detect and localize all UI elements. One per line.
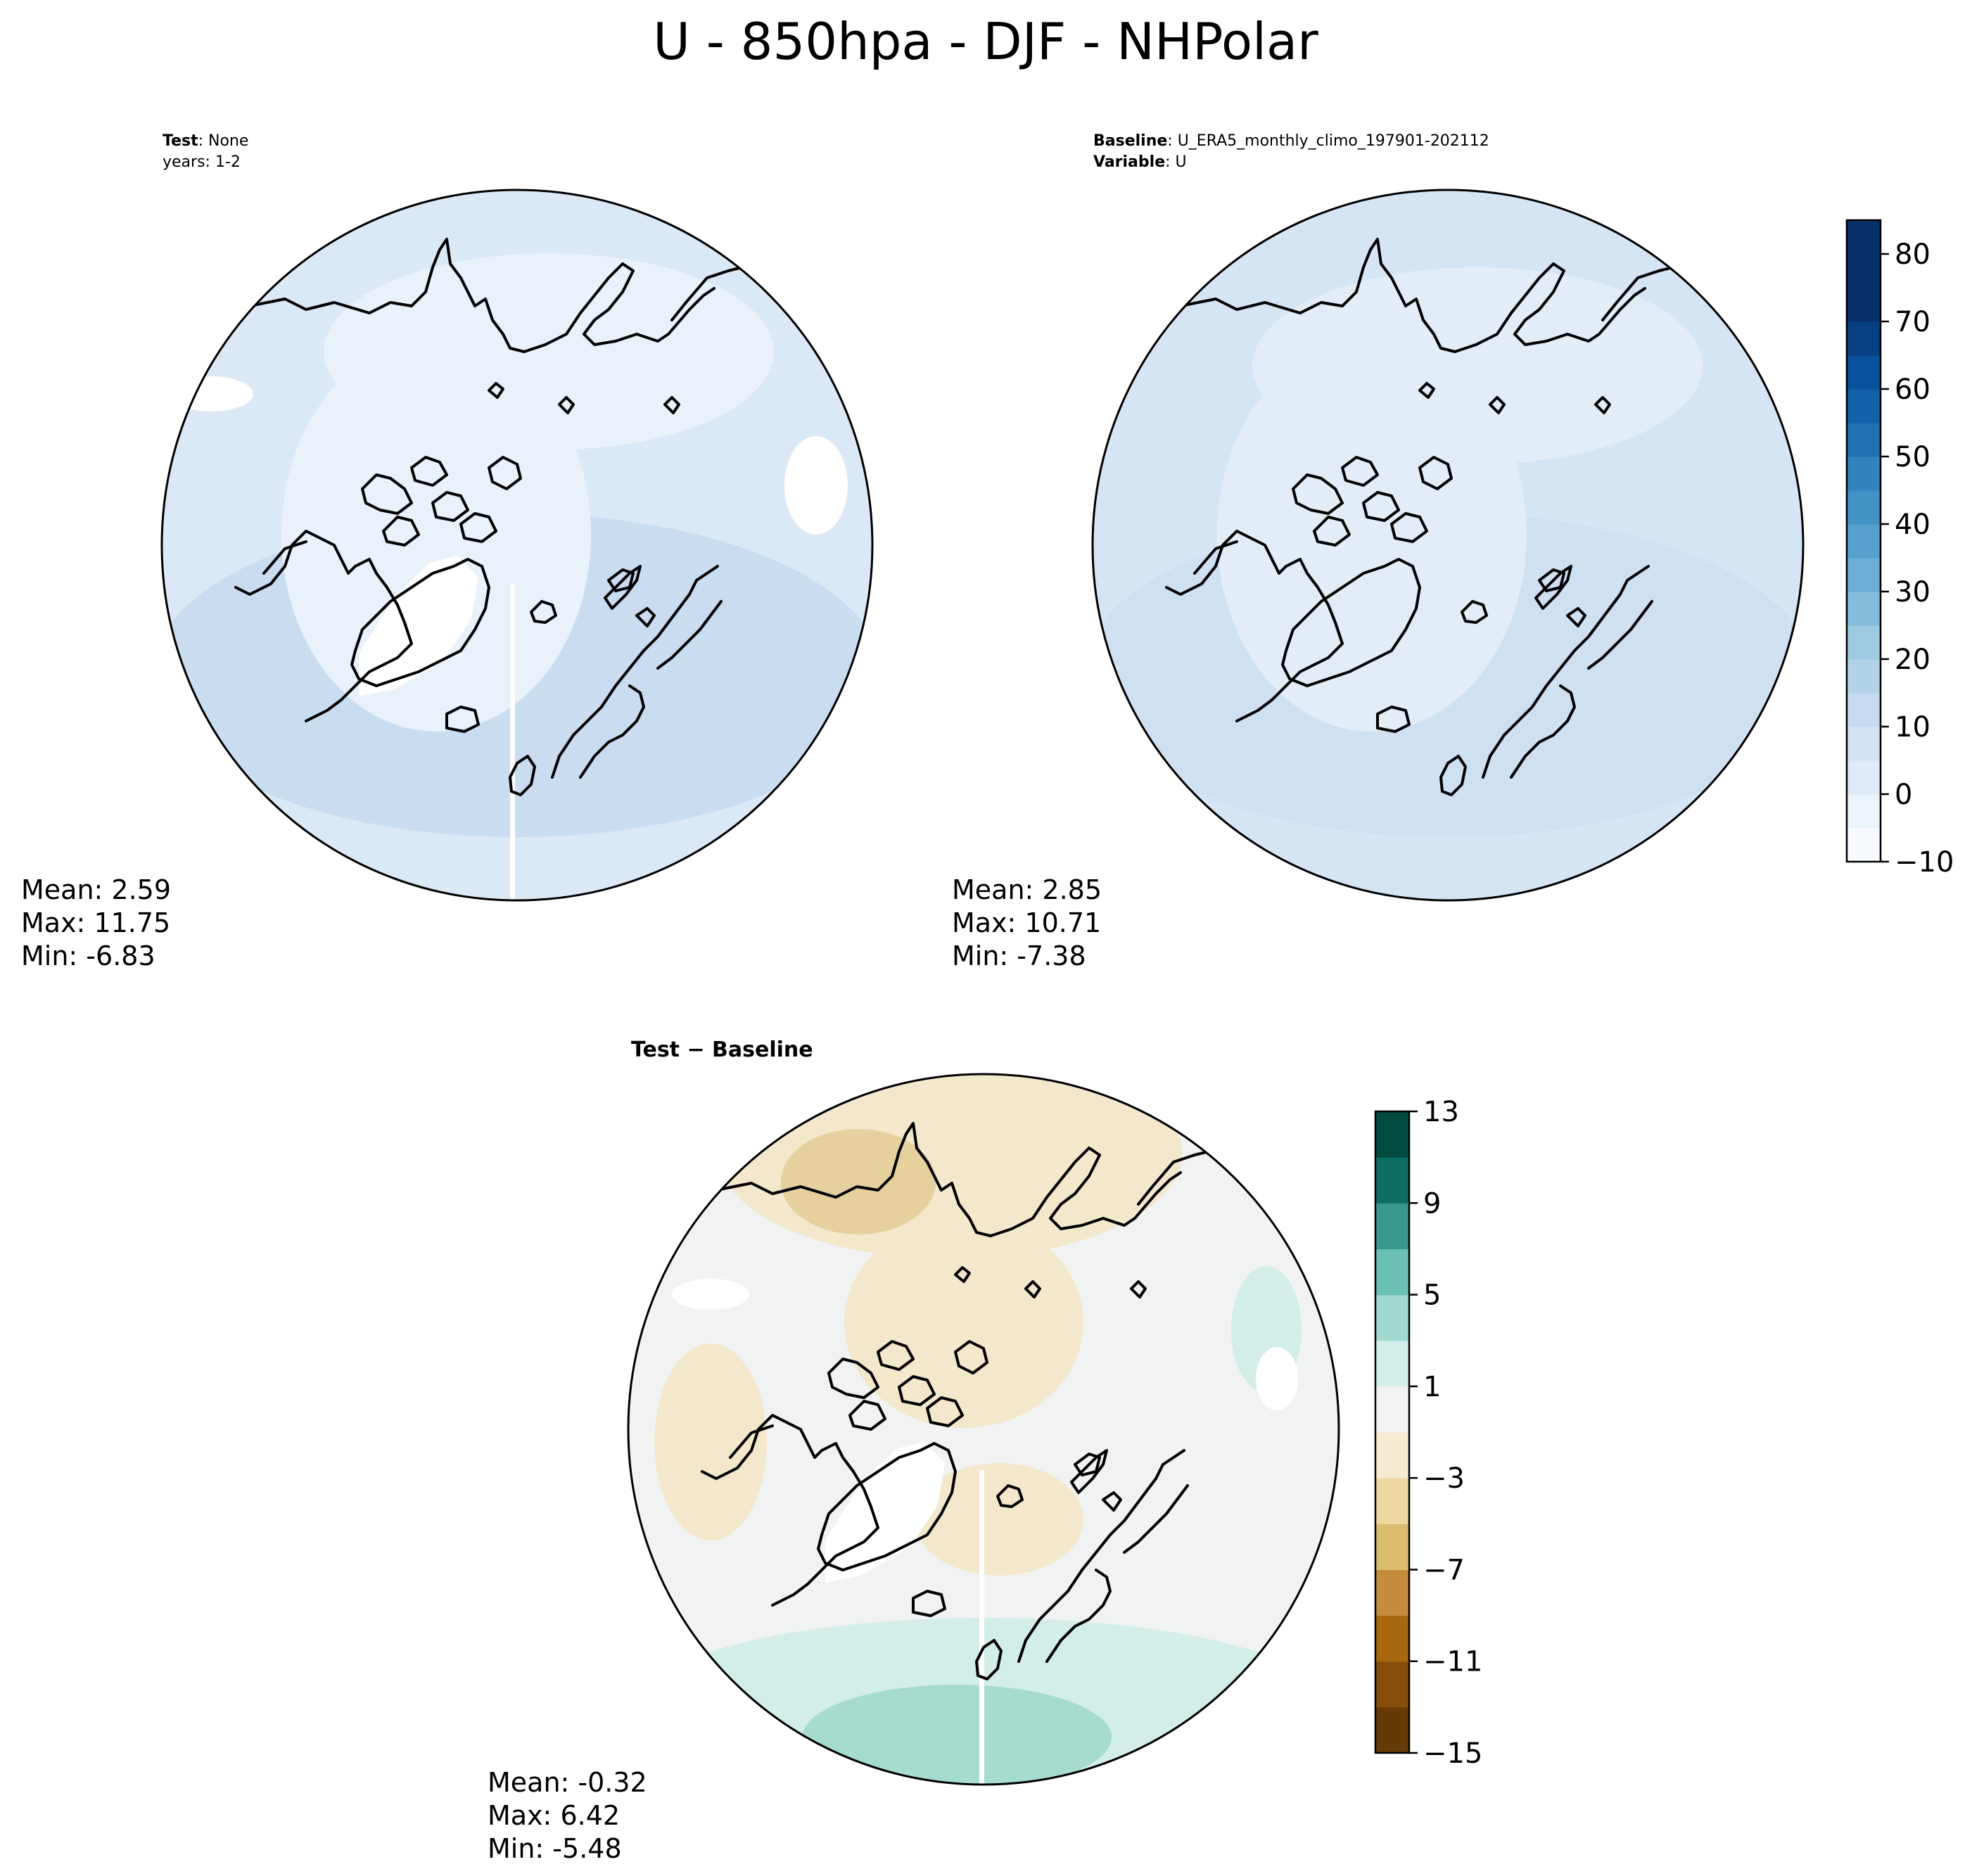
- colorbar-main-tick-label: 60: [1895, 374, 1930, 406]
- colorbar-main-tick-label: 70: [1895, 306, 1930, 338]
- colorbar-main-band: [1847, 794, 1881, 829]
- panel-baseline-mean: Mean: 2.85: [952, 874, 1102, 905]
- colorbar-main-tick-label: 40: [1895, 509, 1930, 541]
- panel-diff-header: Test − Baseline: [631, 1038, 813, 1062]
- colorbar-main-band: [1847, 524, 1881, 559]
- panel-diff-max: Max: 6.42: [488, 1800, 620, 1831]
- colorbar-diff-band: [1375, 1249, 1409, 1296]
- colorbar-main-tick-label: 80: [1895, 238, 1930, 271]
- colorbar-main-band: [1847, 592, 1881, 626]
- colorbar-main-band: [1847, 220, 1881, 255]
- colorbar-main-band: [1847, 659, 1881, 694]
- colorbar-diff-tick-label: −3: [1423, 1462, 1465, 1495]
- colorbar-main-band: [1847, 625, 1881, 660]
- colorbar-main-band: [1847, 558, 1881, 592]
- colorbar-diff-frame: [1374, 1110, 1411, 1754]
- colorbar-main-tick-label: 20: [1895, 644, 1930, 676]
- colorbar-main-bands: [1847, 220, 1881, 862]
- panel-diff-map: [628, 1074, 1339, 1785]
- colorbar-main-band: [1847, 693, 1881, 727]
- colorbar-main-tick-label: 50: [1895, 441, 1930, 473]
- colorbar-diff-band: [1375, 1340, 1409, 1387]
- colorbar-main-tick-label: 30: [1895, 576, 1930, 608]
- colorbar-main-tick-label: −10: [1895, 846, 1954, 879]
- colorbar-main-band: [1847, 389, 1881, 423]
- colorbar-main: −10 0 10 20 30 40 50 60 70 80: [1845, 219, 1954, 879]
- panel-baseline-header-bold: Baseline: [1093, 132, 1167, 150]
- colorbar-diff-band: [1375, 1478, 1409, 1524]
- panel-test-header-bold: Test: [163, 132, 198, 150]
- colorbar-diff-band: [1375, 1157, 1409, 1204]
- panel-test-map: [162, 190, 872, 900]
- colorbar-diff-tick-label: 5: [1423, 1280, 1441, 1312]
- colorbar-main-band: [1847, 727, 1881, 761]
- colorbar-main-band: [1847, 760, 1881, 795]
- colorbar-diff-band: [1375, 1386, 1409, 1433]
- colorbar-diff-band: [1375, 1294, 1409, 1341]
- panel-baseline: Baseline: U_ERA5_monthly_climo_197901-20…: [952, 132, 1805, 971]
- panel-diff-min: Min: -5.48: [488, 1833, 622, 1864]
- colorbar-main-ticks: −10 0 10 20 30 40 50 60 70 80: [1881, 238, 1954, 879]
- panel-baseline-max: Max: 10.71: [952, 907, 1101, 938]
- colorbar-diff-band: [1375, 1706, 1409, 1754]
- panel-test-header-line1: Test: None: [163, 132, 248, 150]
- panel-baseline-map: [1093, 190, 1803, 900]
- panel-test-max: Max: 11.75: [21, 907, 170, 938]
- colorbar-diff-band: [1375, 1661, 1409, 1708]
- panel-baseline-min: Min: -7.38: [952, 940, 1086, 971]
- colorbar-main-band: [1847, 288, 1881, 322]
- panel-test-map-boundary: [160, 189, 874, 902]
- panel-diff-mean: Mean: -0.32: [488, 1767, 647, 1798]
- panel-diff-map-boundary: [627, 1073, 1340, 1786]
- colorbar-diff-ticks: −15 −11 −7 −3 1 5 9 13: [1409, 1096, 1482, 1770]
- panel-baseline-header-line1: Baseline: U_ERA5_monthly_climo_197901-20…: [1093, 132, 1489, 150]
- colorbar-main-band: [1847, 423, 1881, 457]
- panel-test-min: Min: -6.83: [21, 940, 155, 971]
- colorbar-diff-band: [1375, 1615, 1409, 1662]
- colorbar-diff-band: [1375, 1524, 1409, 1571]
- panel-baseline-variable-bold: Variable: [1093, 153, 1165, 171]
- colorbar-diff-bands: [1375, 1111, 1409, 1754]
- colorbar-diff-tick-label: 13: [1423, 1096, 1459, 1128]
- colorbar-main-band: [1847, 457, 1881, 491]
- colorbar-diff-tick-label: −15: [1423, 1737, 1482, 1770]
- colorbar-diff-tick-label: 9: [1423, 1187, 1441, 1220]
- panel-baseline-header-line2: Variable: U: [1093, 153, 1187, 171]
- colorbar-diff-tick-label: −11: [1423, 1646, 1482, 1678]
- colorbar-diff-band: [1375, 1111, 1409, 1158]
- colorbar-diff-tick-label: 1: [1423, 1371, 1441, 1403]
- colorbar-main-band: [1847, 254, 1881, 288]
- colorbar-main-band: [1847, 355, 1881, 390]
- panel-baseline-header-rest: : U_ERA5_monthly_climo_197901-202112: [1167, 132, 1489, 150]
- colorbar-main-tick-label: 10: [1895, 711, 1930, 744]
- panel-test-header-line2: years: 1-2: [163, 153, 241, 171]
- panel-test-mean: Mean: 2.59: [21, 874, 171, 905]
- colorbar-diff-band: [1375, 1432, 1409, 1479]
- panel-diff: Test − Baseline Mean: -0.32 Max: 6.42 Mi…: [488, 1038, 1340, 1864]
- panel-baseline-variable-rest: : U: [1165, 153, 1187, 171]
- colorbar-diff-band: [1375, 1203, 1409, 1250]
- colorbar-main-frame: [1845, 219, 1882, 863]
- colorbar-main-band: [1847, 321, 1881, 356]
- colorbar-diff-band: [1375, 1569, 1409, 1616]
- panel-test-header-rest: : None: [198, 132, 249, 150]
- colorbar-main-band: [1847, 828, 1881, 862]
- colorbar-main-tick-label: 0: [1895, 779, 1912, 811]
- figure-title: U - 850hpa - DJF - NHPolar: [653, 12, 1318, 71]
- panel-test: Test: None years: 1-2 Mean: 2.59 Max: 11…: [21, 132, 874, 971]
- panel-baseline-map-boundary: [1091, 189, 1805, 902]
- colorbar-main-band: [1847, 490, 1881, 525]
- colorbar-diff: −15 −11 −7 −3 1 5 9 13: [1374, 1096, 1482, 1770]
- colorbar-diff-tick-label: −7: [1423, 1554, 1465, 1586]
